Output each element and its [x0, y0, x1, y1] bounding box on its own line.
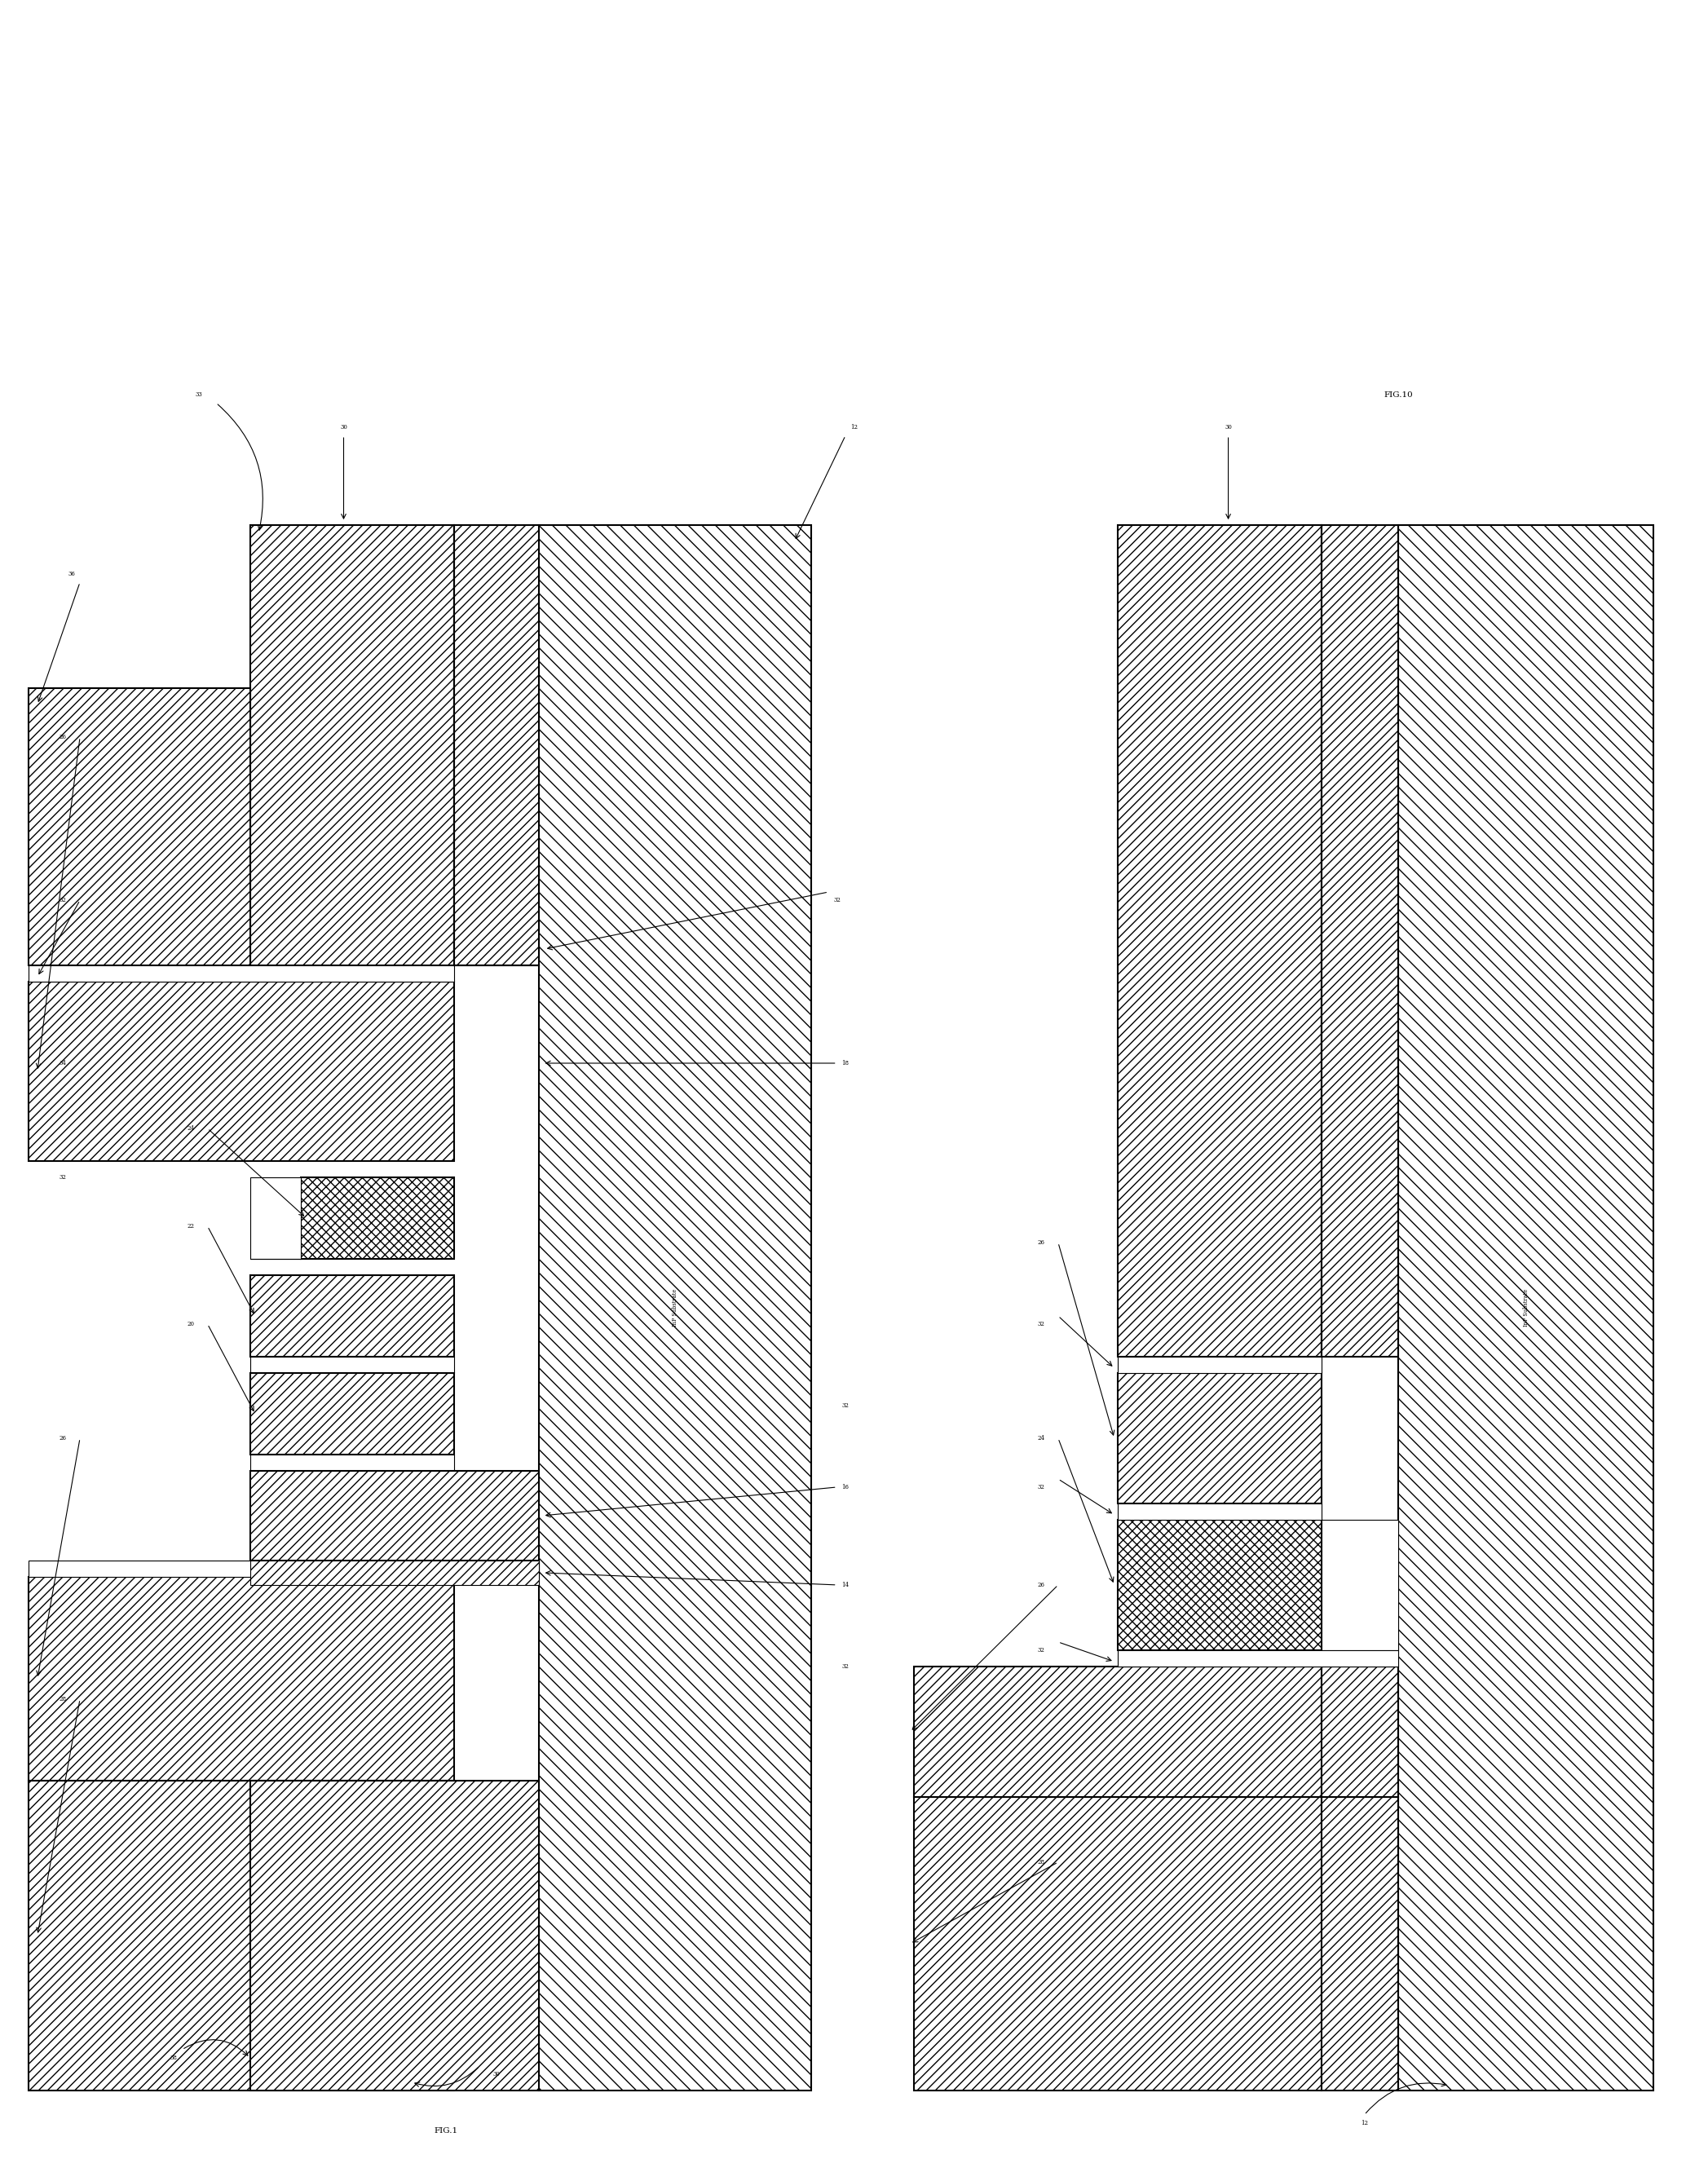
Text: 30: 30 — [1225, 423, 1231, 430]
Text: 33: 33 — [195, 391, 203, 397]
Text: 18: 18 — [842, 1060, 849, 1067]
Text: 30: 30 — [340, 423, 347, 430]
Bar — [914, 1796, 1322, 2090]
Bar — [301, 1177, 454, 1259]
Text: 28: 28 — [1037, 1859, 1045, 1865]
Text: 32: 32 — [1037, 1647, 1045, 1654]
Bar — [1322, 1667, 1399, 1796]
Bar — [1117, 1649, 1399, 1667]
Text: 26: 26 — [1037, 1583, 1045, 1589]
Bar — [249, 1455, 454, 1470]
Bar — [249, 1177, 301, 1259]
Bar — [1117, 525, 1322, 1356]
Bar — [1117, 1373, 1322, 1503]
Text: 30: 30 — [494, 2070, 500, 2077]
Bar — [249, 1561, 540, 1576]
Text: 14: 14 — [842, 1583, 849, 1589]
Text: 36: 36 — [68, 570, 75, 576]
Bar — [249, 1561, 540, 1585]
Bar — [1322, 525, 1399, 1356]
Text: 32: 32 — [60, 896, 67, 902]
Text: FIG.10: FIG.10 — [1383, 391, 1413, 399]
Text: 26: 26 — [1037, 1239, 1045, 1246]
Bar — [249, 525, 454, 965]
Bar — [249, 1373, 454, 1455]
Text: InP Substrate: InP Substrate — [1524, 1289, 1529, 1326]
Text: 32: 32 — [834, 896, 840, 902]
Text: 26: 26 — [60, 734, 67, 741]
Bar — [1322, 1796, 1399, 2090]
Bar — [1399, 525, 1653, 2090]
Text: 12: 12 — [851, 423, 857, 430]
Text: 16: 16 — [842, 1483, 849, 1490]
Bar — [249, 1470, 540, 1561]
Bar — [29, 1576, 454, 1781]
Text: 28: 28 — [60, 1695, 67, 1701]
Bar — [29, 965, 454, 982]
Text: 20: 20 — [186, 1321, 195, 1328]
Text: 32: 32 — [842, 1662, 849, 1669]
Bar — [249, 1276, 454, 1356]
Text: 38: 38 — [169, 2055, 178, 2062]
Text: 12: 12 — [1361, 2120, 1368, 2127]
Text: 24: 24 — [186, 1125, 195, 1131]
Bar — [29, 689, 249, 965]
Text: 24: 24 — [1037, 1436, 1045, 1442]
Text: 32: 32 — [1037, 1321, 1045, 1328]
Text: 34: 34 — [60, 1060, 67, 1067]
Bar — [29, 1561, 454, 1576]
Bar — [1117, 1520, 1322, 1649]
Bar — [1322, 1520, 1399, 1649]
Text: 32: 32 — [60, 1174, 67, 1181]
Bar — [454, 525, 540, 965]
Text: 22: 22 — [186, 1222, 195, 1228]
Bar — [249, 1356, 454, 1373]
Bar — [1117, 1356, 1322, 1373]
Text: 32: 32 — [1037, 1483, 1045, 1490]
Text: InP Substrate: InP Substrate — [673, 1289, 678, 1326]
Text: 32: 32 — [842, 1403, 849, 1410]
Bar — [540, 525, 811, 2090]
Bar — [249, 1781, 540, 2090]
Text: FIG.1: FIG.1 — [434, 2127, 458, 2135]
Bar — [29, 1781, 454, 2090]
Text: 26: 26 — [60, 1436, 67, 1442]
Bar — [29, 982, 454, 1162]
Bar — [1117, 1503, 1322, 1520]
Bar — [914, 1667, 1322, 1796]
